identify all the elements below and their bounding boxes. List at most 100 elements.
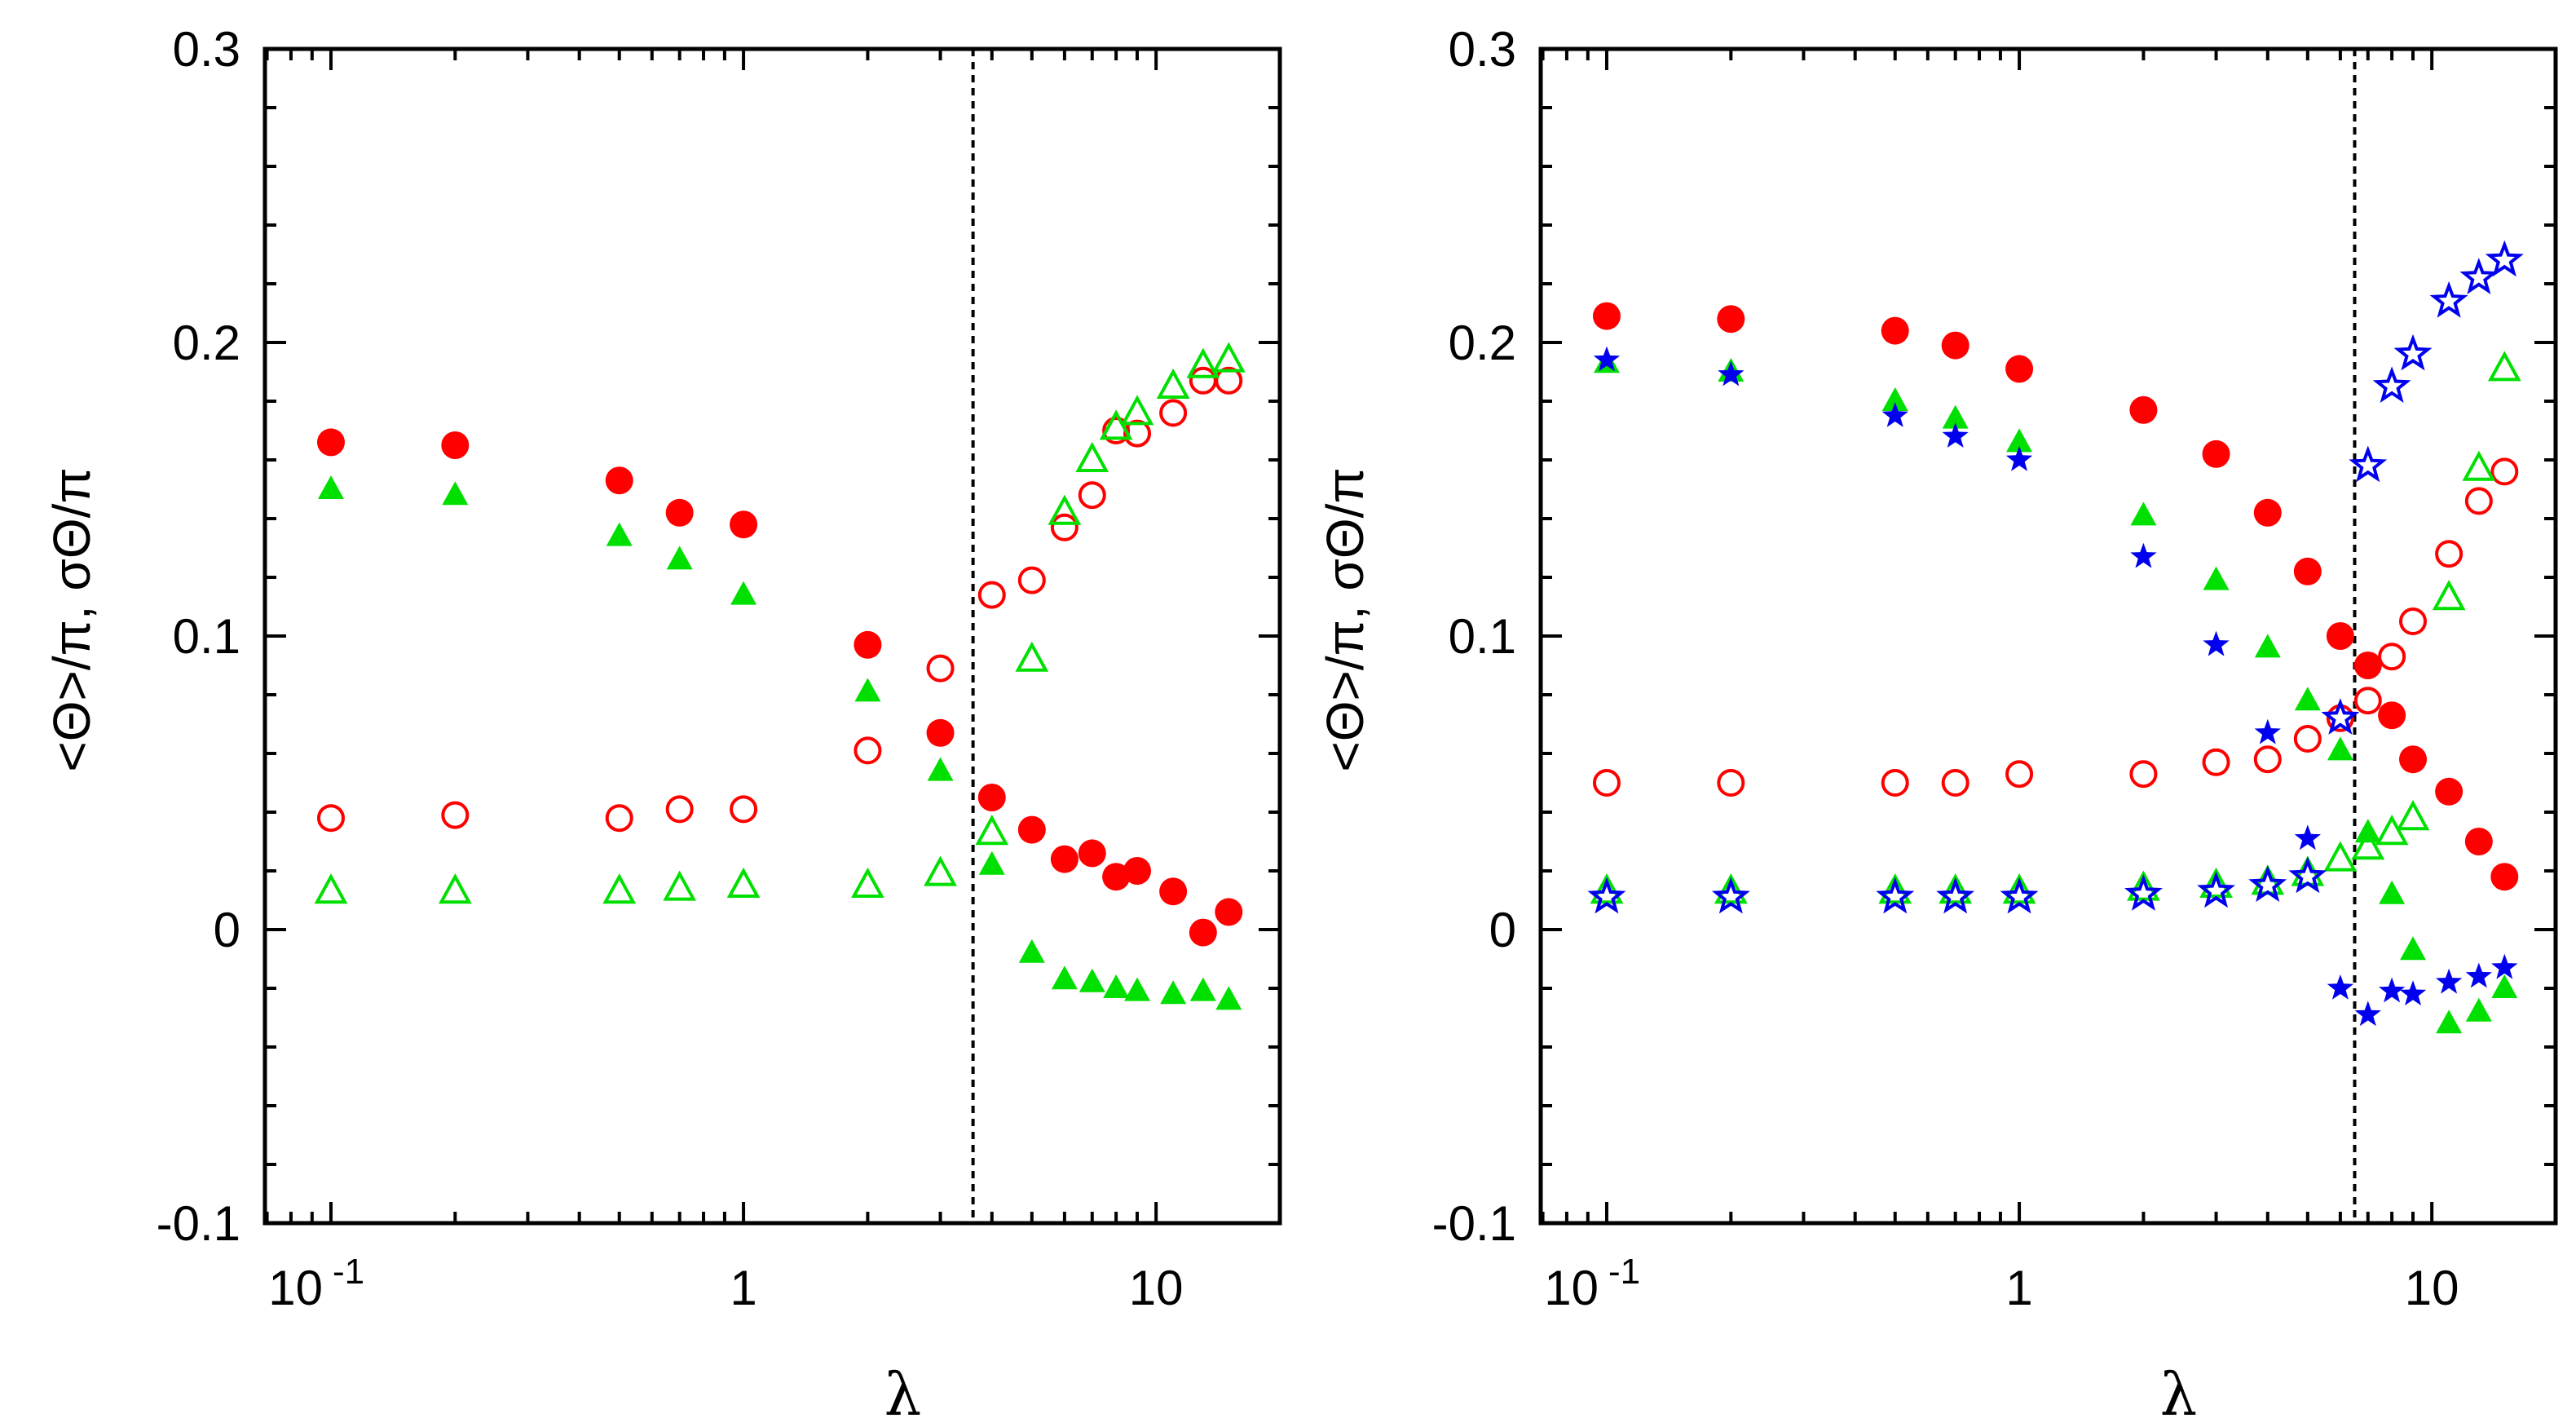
data-point-red-mean: [1102, 863, 1131, 891]
data-point-red-mean: [2202, 440, 2230, 468]
data-point-red-sigma: [2005, 760, 2034, 789]
y-tick-label: 0.3: [173, 22, 240, 77]
data-point-green-sigma: [1120, 395, 1154, 426]
data-point-green-mean: [1942, 404, 1969, 429]
data-point-green-mean: [2491, 974, 2518, 998]
y-tick-label: -0.1: [157, 1196, 240, 1251]
series-green-mean: [317, 475, 1242, 1010]
data-point-blue-sigma: [2393, 334, 2433, 371]
data-point-blue-sigma: [2429, 281, 2468, 318]
series-green-sigma: [314, 342, 1246, 904]
data-point-green-sigma: [726, 867, 761, 898]
x-tick-label-exponent: -1: [1608, 1252, 1640, 1292]
data-point-green-sigma: [851, 867, 884, 898]
data-point-green-mean: [1124, 977, 1151, 1001]
data-point-blue-mean: [2436, 968, 2463, 994]
data-point-green-sigma: [1075, 441, 1109, 472]
data-point-green-sigma: [1211, 342, 1246, 373]
data-point-red-sigma: [2202, 748, 2230, 776]
data-point-red-mean: [2253, 498, 2282, 527]
series-red-sigma: [1592, 457, 2519, 797]
data-point-green-mean: [666, 546, 693, 570]
data-point-green-sigma: [314, 873, 348, 904]
data-point-green-mean: [2400, 936, 2427, 961]
data-point-red-mean: [1078, 839, 1106, 868]
data-point-green-mean: [1018, 939, 1045, 963]
data-point-red-sigma: [2399, 607, 2428, 635]
data-point-green-sigma: [1156, 368, 1190, 399]
data-point-red-mean: [1592, 302, 1621, 330]
data-point-blue-sigma: [1936, 877, 1975, 914]
data-point-green-sigma: [663, 870, 697, 901]
data-point-red-mean: [1017, 815, 1046, 844]
data-point-red-sigma: [1215, 366, 1243, 395]
data-point-blue-sigma: [2288, 856, 2327, 894]
x-tick-label: 1: [2005, 1261, 2032, 1315]
data-point-red-sigma: [2129, 760, 2158, 789]
data-point-green-mean: [1160, 980, 1187, 1005]
data-point-red-mean: [2005, 355, 2034, 383]
data-point-red-mean: [1215, 898, 1243, 926]
data-point-green-mean: [730, 581, 757, 605]
data-point-red-mean: [2399, 745, 2428, 774]
data-point-blue-sigma: [1587, 877, 1626, 914]
data-point-red-mean: [1881, 316, 1909, 345]
data-point-red-mean: [2326, 622, 2354, 650]
data-point-red-mean: [1941, 331, 1969, 360]
data-point-red-sigma: [665, 795, 694, 824]
x-tick-label: 10: [1544, 1261, 1599, 1315]
data-point-red-sigma: [2378, 643, 2406, 671]
data-point-green-mean: [2203, 566, 2230, 590]
data-point-red-sigma: [316, 804, 345, 833]
data-point-blue-mean: [1593, 346, 1621, 372]
data-point-red-mean: [316, 428, 345, 457]
data-point-blue-sigma: [2124, 874, 2163, 911]
data-point-green-sigma: [2396, 800, 2430, 831]
x-tick-label-exponent: -1: [333, 1252, 364, 1292]
data-point-green-mean: [1881, 387, 1908, 411]
data-point-green-mean: [854, 678, 881, 702]
data-point-red-mean: [441, 431, 470, 459]
data-point-green-mean: [1051, 965, 1078, 990]
data-point-red-mean: [665, 498, 694, 527]
data-point-green-mean: [2465, 997, 2492, 1022]
y-axis-label: <Θ>/π, σΘ/π: [42, 467, 101, 771]
data-point-red-mean: [2353, 652, 2382, 679]
y-tick-label: 0.1: [1449, 609, 1516, 664]
data-point-red-sigma: [2490, 457, 2519, 486]
data-point-red-sigma: [1159, 399, 1188, 427]
data-point-green-sigma: [2323, 841, 2358, 872]
data-point-red-sigma: [1102, 417, 1131, 444]
data-point-blue-sigma: [1876, 877, 1915, 914]
data-point-green-sigma: [975, 815, 1009, 846]
data-point-green-mean: [2379, 880, 2406, 904]
data-point-red-mean: [1050, 845, 1078, 873]
data-point-green-sigma: [438, 873, 472, 904]
data-point-green-mean: [2436, 1010, 2463, 1034]
data-point-red-sigma: [1717, 769, 1745, 797]
data-point-green-sigma: [1015, 641, 1049, 672]
data-point-red-mean: [1123, 857, 1152, 885]
data-point-green-mean: [927, 757, 954, 781]
data-point-green-mean: [606, 522, 633, 546]
y-tick-label: 0: [214, 903, 240, 957]
plot-frame: [1538, 46, 2558, 1226]
data-point-blue-mean: [2005, 446, 2033, 471]
data-point-blue-mean: [1942, 422, 1969, 448]
data-point-blue-mean: [2465, 962, 2492, 988]
data-point-red-sigma: [2435, 540, 2464, 568]
data-point-green-mean: [2294, 687, 2321, 711]
data-point-red-sigma: [730, 795, 758, 824]
data-point-green-mean: [2006, 428, 2033, 453]
data-point-blue-sigma: [2321, 698, 2360, 735]
y-tick-label: -0.1: [1432, 1196, 1516, 1251]
data-point-green-mean: [2130, 501, 2157, 526]
data-point-blue-sigma: [2485, 240, 2524, 277]
data-point-blue-mean: [2379, 977, 2406, 1003]
data-point-red-sigma: [1941, 769, 1969, 797]
data-point-green-mean: [1103, 974, 1130, 998]
data-point-green-sigma: [2432, 580, 2466, 611]
data-point-red-sigma: [441, 801, 470, 829]
data-point-blue-sigma: [2197, 871, 2235, 908]
y-tick-label: 0.1: [173, 609, 240, 664]
